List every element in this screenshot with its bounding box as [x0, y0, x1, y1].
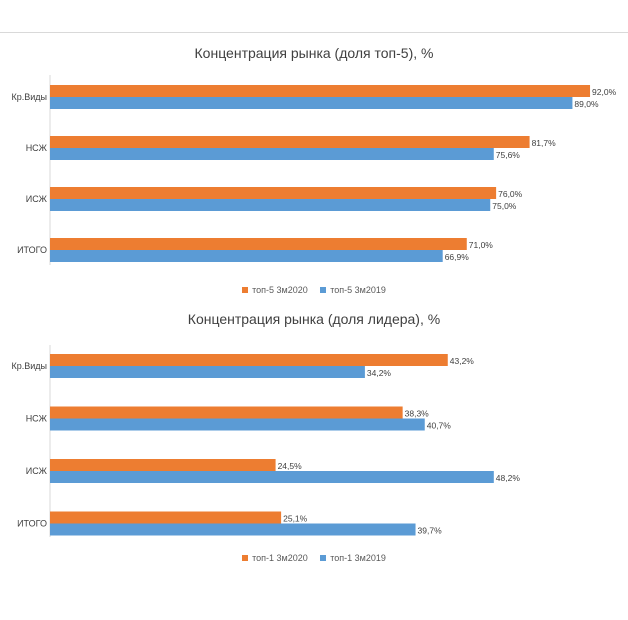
bar [50, 459, 276, 471]
category-label: Кр.Виды [12, 361, 48, 371]
legend-item-2020: топ-5 3м2020 [242, 285, 308, 295]
bar-chart-plot: Кр.Виды 43,2% 34,2% НСЖ 38,3% 40,7% ИСЖ 24,5% 48… [12, 345, 521, 537]
category-label: ИТОГО [17, 245, 47, 255]
data-label: 24,5% [278, 461, 303, 471]
data-label: 38,3% [405, 409, 430, 419]
data-label: 66,9% [445, 252, 470, 262]
data-label: 43,2% [450, 356, 475, 366]
data-label: 75,0% [492, 201, 517, 211]
legend: топ-1 3м2020 топ-1 3м2019 [0, 553, 628, 563]
data-label: 39,7% [418, 526, 443, 536]
bar [50, 199, 491, 211]
category-label: НСЖ [26, 143, 48, 153]
category-label: ИТОГО [17, 519, 47, 529]
data-label: 71,0% [469, 240, 494, 250]
bar [50, 97, 573, 109]
legend: топ-5 3м2020 топ-5 3м2019 [0, 285, 628, 295]
bar [50, 418, 425, 431]
legend-label: топ-1 3м2020 [252, 553, 308, 563]
bar-chart-plot: Кр.Виды 92,0% 89,0% НСЖ 81,7% 75,6% ИСЖ 76,0% 75… [12, 75, 617, 265]
chart-title: Концентрация рынка (доля топ-5), % [194, 45, 434, 61]
data-label: 92,0% [592, 87, 617, 97]
bar [50, 406, 403, 419]
bar [50, 471, 494, 483]
bar [50, 136, 530, 148]
chart-top1: Концентрация рынка (доля лидера), % Кр.В… [0, 305, 628, 575]
bar [50, 250, 443, 262]
data-label: 34,2% [367, 368, 392, 378]
category-label: ИСЖ [26, 466, 48, 476]
data-label: 89,0% [574, 99, 599, 109]
category-label: Кр.Виды [12, 92, 48, 102]
chart-top5: Концентрация рынка (доля топ-5), % Кр.Ви… [0, 32, 628, 306]
legend-item-2020: топ-1 3м2020 [242, 553, 308, 563]
data-label: 40,7% [427, 421, 452, 431]
legend-swatch-orange [242, 555, 249, 561]
legend-label: топ-1 3м2019 [330, 553, 386, 563]
bar [50, 523, 416, 536]
bar [50, 85, 591, 97]
data-label: 76,0% [498, 189, 523, 199]
data-label: 75,6% [496, 150, 521, 160]
bar [50, 187, 497, 199]
legend-item-2019: топ-5 3м2019 [320, 285, 386, 295]
legend-swatch-orange [242, 287, 249, 293]
legend-item-2019: топ-1 3м2019 [320, 553, 386, 563]
bar [50, 366, 365, 378]
category-label: ИСЖ [26, 194, 48, 204]
category-label: НСЖ [26, 414, 48, 424]
bar [50, 354, 448, 366]
legend-swatch-blue [320, 287, 327, 293]
bar [50, 238, 467, 250]
data-label: 48,2% [496, 473, 521, 483]
chart-title: Концентрация рынка (доля лидера), % [187, 311, 441, 327]
legend-label: топ-5 3м2019 [330, 285, 386, 295]
data-label: 81,7% [532, 138, 557, 148]
bar [50, 511, 282, 524]
legend-swatch-blue [320, 555, 327, 561]
bar [50, 148, 494, 160]
data-label: 25,1% [283, 514, 308, 524]
legend-label: топ-5 3м2020 [252, 285, 308, 295]
